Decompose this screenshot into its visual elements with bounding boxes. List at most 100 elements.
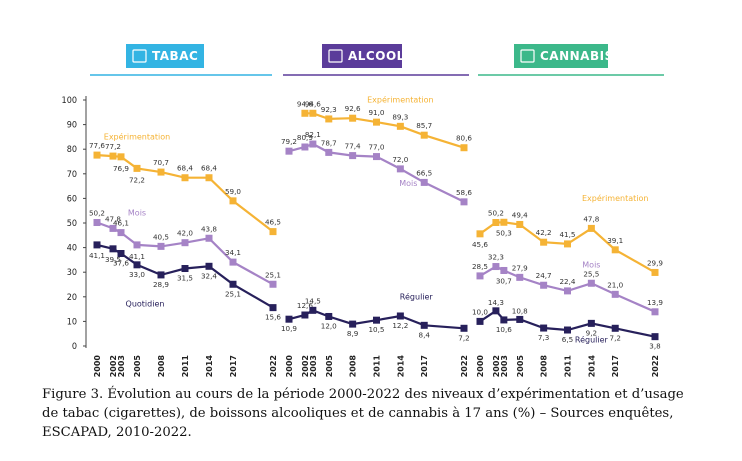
data-point-regulier <box>516 315 524 323</box>
x-tick-label: 2002 <box>109 355 118 377</box>
panel-title-cannabis: CANNABIS <box>540 49 614 63</box>
data-point-mois <box>500 266 508 274</box>
data-label-experimentation: 70,7 <box>153 158 169 167</box>
data-point-mois <box>309 140 317 148</box>
data-label-mois: 80,9 <box>297 133 313 142</box>
x-tick-label: 2014 <box>205 355 214 378</box>
data-point-mois <box>540 281 548 289</box>
data-point-experimentation <box>564 240 571 248</box>
x-tick-label: 2002 <box>301 355 310 377</box>
data-point-regulier <box>325 312 333 320</box>
panel-title-tabac: TABAC <box>152 49 198 63</box>
series-name-experimentation: Expérimentation <box>367 94 433 104</box>
data-point-experimentation <box>373 118 380 126</box>
data-label-regulier: 14,5 <box>305 296 321 305</box>
x-tick-label: 2000 <box>476 355 485 378</box>
data-point-regulier <box>476 317 484 325</box>
data-point-mois <box>564 287 571 295</box>
data-label-regulier: 12,2 <box>392 321 408 330</box>
y-tick-label: 60 <box>67 194 77 204</box>
data-point-experimentation <box>117 153 125 161</box>
data-point-experimentation <box>651 268 659 276</box>
data-point-regulier <box>396 312 404 320</box>
x-tick-label: 2000 <box>285 355 294 378</box>
data-label-regulier: 12,6 <box>297 301 313 310</box>
cigarette-icon <box>132 49 147 63</box>
data-label-regulier: 39,5 <box>105 255 121 264</box>
data-label-experimentation: 94,6 <box>305 99 321 108</box>
x-tick-label: 2003 <box>500 355 509 377</box>
data-label-mois: 30,7 <box>496 276 512 285</box>
data-label-regulier: 32,4 <box>201 271 217 280</box>
x-tick-label: 2011 <box>373 355 382 378</box>
data-point-experimentation <box>476 230 484 238</box>
data-label-mois: 77,0 <box>368 143 384 152</box>
data-label-mois: 21,0 <box>607 280 623 289</box>
data-label-mois: 47,8 <box>105 214 121 223</box>
data-label-experimentation: 45,6 <box>472 240 488 249</box>
data-point-experimentation <box>420 131 428 139</box>
x-tick-label: 2017 <box>420 355 429 377</box>
data-point-regulier <box>587 319 595 327</box>
data-point-regulier <box>420 321 428 329</box>
data-label-experimentation: 80,6 <box>456 134 472 143</box>
data-label-regulier: 10,8 <box>512 306 528 315</box>
data-label-regulier: 7,2 <box>610 333 621 342</box>
x-tick-label: 2008 <box>349 355 358 378</box>
data-label-regulier: 14,3 <box>488 298 504 307</box>
y-tick-label: 10 <box>67 317 77 327</box>
data-label-mois: 13,9 <box>647 298 663 307</box>
panel-title-alcool: ALCOOL <box>348 49 405 63</box>
data-label-experimentation: 68,4 <box>201 164 217 173</box>
data-label-regulier: 15,6 <box>265 313 281 322</box>
data-point-regulier <box>109 245 117 253</box>
data-label-experimentation: 50,3 <box>496 228 512 237</box>
data-label-mois: 82,1 <box>305 130 321 139</box>
data-label-experimentation: 89,3 <box>392 112 408 121</box>
series-name-regulier: Régulier <box>575 334 609 344</box>
data-point-regulier <box>205 262 213 270</box>
data-point-experimentation <box>181 174 189 182</box>
data-point-experimentation <box>229 197 237 205</box>
data-point-regulier <box>133 261 141 269</box>
x-tick-label: 2011 <box>564 355 573 378</box>
x-tick-label: 2003 <box>309 355 318 377</box>
series-line-mois <box>288 142 465 203</box>
data-point-regulier <box>651 333 659 341</box>
data-point-experimentation <box>133 164 141 172</box>
data-point-experimentation <box>396 122 404 130</box>
data-label-experimentation: 47,8 <box>583 214 599 223</box>
data-point-experimentation <box>157 168 165 176</box>
data-label-regulier: 10,9 <box>281 324 297 333</box>
x-tick-label: 2022 <box>269 355 278 377</box>
x-tick-label: 2017 <box>229 355 238 377</box>
data-label-experimentation: 50,2 <box>488 209 504 218</box>
data-label-regulier: 8,9 <box>347 329 359 338</box>
series-name-regulier: Régulier <box>400 291 434 301</box>
y-tick-label: 40 <box>67 244 77 254</box>
x-tick-label: 2005 <box>325 355 334 378</box>
data-point-experimentation <box>93 151 101 159</box>
data-point-regulier <box>301 311 309 319</box>
y-tick-label: 70 <box>67 170 77 180</box>
data-label-mois: 22,4 <box>559 277 575 286</box>
x-tick-label: 2011 <box>181 355 190 378</box>
data-point-experimentation <box>301 109 309 117</box>
data-label-experimentation: 41,5 <box>559 230 575 239</box>
series-name-mois: Mois <box>582 260 600 269</box>
data-point-mois <box>460 198 468 206</box>
data-label-experimentation: 68,4 <box>177 164 193 173</box>
data-label-experimentation: 92,3 <box>321 105 337 114</box>
x-tick-label: 2008 <box>540 355 549 378</box>
data-point-mois <box>285 147 293 155</box>
x-tick-label: 2017 <box>611 355 620 377</box>
data-label-mois: 28,5 <box>472 262 488 271</box>
data-point-experimentation <box>325 115 333 123</box>
panel-banner-cannabis <box>514 44 608 68</box>
data-label-regulier: 41,1 <box>89 251 105 260</box>
y-tick-label: 80 <box>67 145 77 155</box>
y-tick-label: 20 <box>67 293 77 303</box>
series-name-experimentation: Expérimentation <box>104 131 170 141</box>
data-label-mois: 78,7 <box>321 138 337 147</box>
